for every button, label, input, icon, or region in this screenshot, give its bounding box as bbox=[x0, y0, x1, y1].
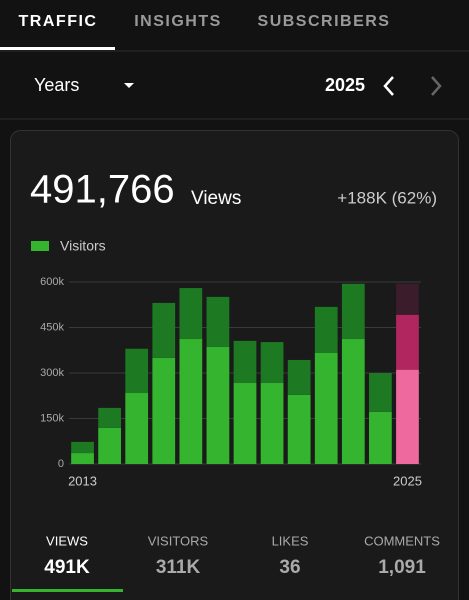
x-tick-label: 2013 bbox=[68, 473, 97, 488]
bar-segment bbox=[314, 306, 338, 353]
prev-button[interactable] bbox=[383, 76, 394, 96]
bar-segment bbox=[71, 453, 94, 464]
bar-segment bbox=[179, 339, 203, 464]
legend-swatch bbox=[31, 241, 49, 251]
x-tick-label: 2025 bbox=[393, 473, 422, 488]
bar-segment bbox=[369, 373, 392, 412]
stat-value: 491K bbox=[44, 557, 90, 578]
stat-value: 36 bbox=[279, 557, 300, 578]
bar-segment bbox=[71, 441, 94, 454]
legend-label: Visitors bbox=[60, 238, 106, 254]
y-tick-label: 150k bbox=[40, 412, 64, 424]
stat-value: 1,091 bbox=[378, 557, 426, 578]
bar-segment bbox=[341, 339, 365, 464]
chart: Visitors 0 150k 300k 450k 600k 2013 2025 bbox=[31, 238, 422, 488]
year: 2025 bbox=[325, 75, 365, 95]
bar-segment bbox=[287, 394, 311, 464]
tab[interactable]: INSIGHTS bbox=[134, 13, 222, 30]
stat-label[interactable]: VISITORS bbox=[148, 533, 209, 548]
bar-segment bbox=[260, 383, 284, 464]
change: +188K (62%) bbox=[337, 188, 437, 207]
bar-segment bbox=[287, 359, 311, 395]
next-button[interactable] bbox=[431, 76, 442, 96]
stat-indicator bbox=[12, 589, 123, 592]
bar-segment bbox=[179, 288, 203, 340]
bar-segment bbox=[341, 283, 365, 340]
bar-segment bbox=[206, 296, 230, 347]
bar-segment bbox=[314, 352, 338, 464]
period-select[interactable]: Years bbox=[34, 75, 79, 95]
stat-label[interactable]: VIEWS bbox=[46, 533, 88, 548]
bar-segment bbox=[369, 411, 392, 464]
y-tick-label: 0 bbox=[58, 458, 64, 470]
bar-segment bbox=[206, 346, 230, 464]
bar-segment bbox=[396, 314, 419, 370]
y-tick-label: 450k bbox=[40, 321, 64, 333]
bar-segment bbox=[98, 407, 121, 428]
total-views: 491,766 bbox=[30, 168, 175, 212]
bar-segment bbox=[125, 348, 149, 394]
bar-segment bbox=[396, 369, 419, 464]
bar-segment bbox=[152, 302, 176, 358]
stat-label[interactable]: LIKES bbox=[272, 533, 309, 548]
dropdown-caret[interactable] bbox=[124, 83, 134, 88]
bar-segment bbox=[233, 340, 257, 384]
stat-value: 311K bbox=[156, 557, 201, 578]
stats: VIEWS 491K VISITORS 311K LIKES 36 COMMENTS 1,09… bbox=[44, 533, 440, 578]
metric-label: Views bbox=[191, 188, 241, 209]
bar-segment bbox=[98, 427, 121, 464]
tab-indicator bbox=[0, 47, 115, 50]
bar-segment bbox=[125, 393, 149, 464]
bar-segment bbox=[152, 357, 176, 464]
bar-segment bbox=[396, 283, 419, 315]
tab[interactable]: SUBSCRIBERS bbox=[258, 13, 391, 30]
y-tick-label: 300k bbox=[40, 367, 64, 379]
bar-segment bbox=[260, 342, 284, 384]
bar-segment bbox=[233, 383, 257, 464]
stat-label[interactable]: COMMENTS bbox=[364, 533, 440, 548]
y-tick-label: 600k bbox=[40, 276, 64, 288]
tab[interactable]: TRAFFIC bbox=[19, 13, 98, 30]
